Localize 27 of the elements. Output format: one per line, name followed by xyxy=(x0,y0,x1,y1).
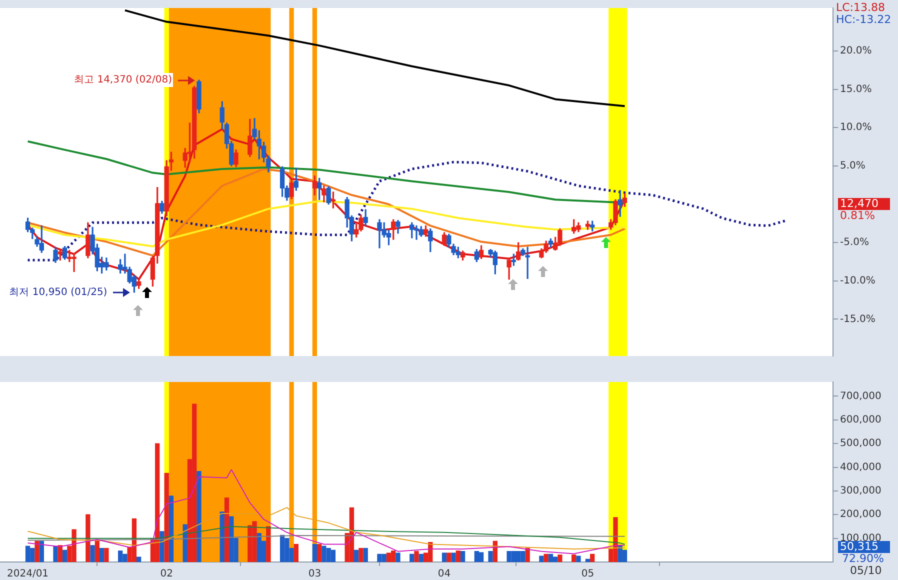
x-tick-label: 02 xyxy=(160,568,173,580)
annotation: 최저 10,950 (01/25) xyxy=(9,286,108,298)
x-tick-label: 04 xyxy=(438,568,451,580)
y-tick-label: 600,000 xyxy=(840,414,882,426)
text: LC:13.88 xyxy=(836,0,886,14)
y-tick-label: 200,000 xyxy=(840,509,882,520)
y-tick-label: 400,000 xyxy=(840,462,882,473)
y-tick-label: 500,000 xyxy=(840,438,882,450)
y-tick-label: -15.0% xyxy=(840,314,876,325)
x-tick-label: 03 xyxy=(308,568,322,580)
text: 12,470 xyxy=(840,196,878,210)
y-tick-label: 20.0% xyxy=(840,46,872,57)
y-tick-label: 15.0% xyxy=(840,84,872,95)
y-tick-label: -5.0% xyxy=(840,237,870,248)
y-tick-label: 10.0% xyxy=(840,122,872,134)
y-tick-label: 300,000 xyxy=(840,486,882,497)
x-tick-label: 2024/01 xyxy=(6,568,49,580)
y-tick-label: -10.0% xyxy=(840,275,876,286)
text: 50,315 xyxy=(840,540,878,553)
y-tick-label: 5.0% xyxy=(840,160,866,172)
y-tick-label: 700,000 xyxy=(840,390,882,402)
text: 05/10 xyxy=(850,564,882,577)
text: 72.90% xyxy=(842,552,884,565)
text: 0.81% xyxy=(840,208,875,222)
text: HC:-13.22 xyxy=(836,12,892,26)
annotation: 최고 14,370 (02/08) xyxy=(74,74,172,86)
x-tick-label: 05 xyxy=(581,568,594,580)
